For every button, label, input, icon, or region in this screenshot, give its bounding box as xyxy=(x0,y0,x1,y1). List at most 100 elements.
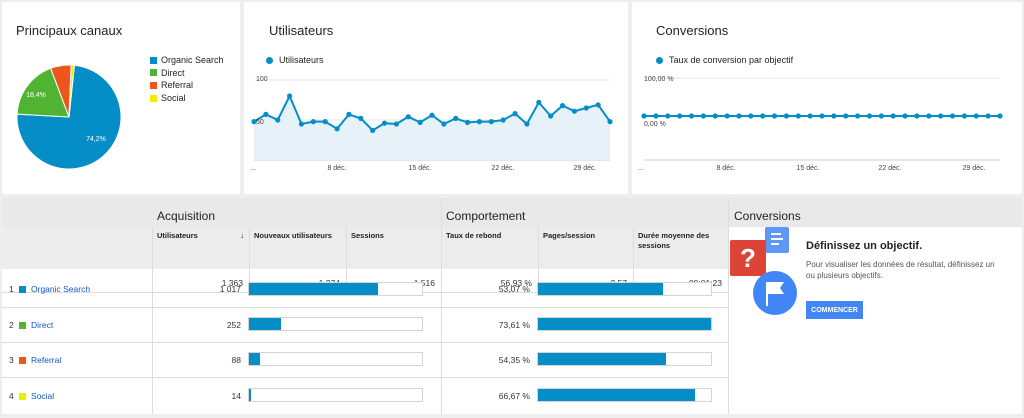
row-link-referral[interactable]: Referral xyxy=(31,355,62,365)
table-row: 3 Referral xyxy=(9,355,61,365)
data-point[interactable] xyxy=(358,115,364,121)
colhead-nouveaux[interactable]: Nouveaux utilisateurs xyxy=(249,227,346,269)
colhead-pages[interactable]: Pages/session xyxy=(538,227,633,269)
data-point[interactable] xyxy=(429,112,435,118)
data-point[interactable] xyxy=(334,126,340,132)
data-point[interactable] xyxy=(795,113,801,119)
data-point[interactable] xyxy=(736,113,742,119)
x-tick-label: 8 déc. xyxy=(327,165,346,172)
data-point[interactable] xyxy=(807,113,813,119)
data-point[interactable] xyxy=(346,111,352,117)
data-point[interactable] xyxy=(866,113,873,119)
channels-table: Acquisition Comportement Conversions Uti… xyxy=(2,198,1022,414)
x-tick-label: ... xyxy=(250,165,256,172)
users-line-chart[interactable]: ... 8 déc. 15 déc. 22 déc. 29 déc. 100 50 xyxy=(244,2,628,194)
data-point[interactable] xyxy=(263,111,269,117)
colhead-duree[interactable]: Durée moyenne des sessions xyxy=(633,227,728,269)
data-point[interactable] xyxy=(524,121,530,127)
row-swatch xyxy=(19,356,26,364)
row-link-direct[interactable]: Direct xyxy=(31,320,54,330)
data-point[interactable] xyxy=(595,102,601,108)
data-point[interactable] xyxy=(771,113,778,119)
data-point[interactable] xyxy=(536,99,542,105)
data-point[interactable] xyxy=(843,113,849,119)
data-point[interactable] xyxy=(512,111,518,117)
sort-down-icon[interactable]: ↓ xyxy=(240,231,244,240)
data-point[interactable] xyxy=(322,119,328,125)
data-point[interactable] xyxy=(665,113,671,119)
line-icon xyxy=(771,243,779,245)
data-point[interactable] xyxy=(417,119,423,125)
data-point[interactable] xyxy=(287,93,293,99)
data-point[interactable] xyxy=(712,113,718,119)
legend-item-direct[interactable]: Direct xyxy=(150,67,224,80)
bar-fill xyxy=(249,353,261,365)
data-point[interactable] xyxy=(405,114,411,120)
data-point[interactable] xyxy=(465,119,471,125)
data-point[interactable] xyxy=(559,103,566,109)
data-point[interactable] xyxy=(583,105,589,111)
data-point[interactable] xyxy=(275,117,281,123)
group-acquisition: Acquisition xyxy=(152,198,441,227)
data-point[interactable] xyxy=(878,113,884,119)
row-link-social[interactable]: Social xyxy=(31,391,55,401)
colhead-utilisateurs[interactable]: Utilisateurs ↓ xyxy=(152,227,249,269)
data-point[interactable] xyxy=(914,113,920,119)
data-point[interactable] xyxy=(902,113,908,119)
pie-slice-direct[interactable] xyxy=(16,67,70,118)
data-point[interactable] xyxy=(548,113,554,119)
data-point[interactable] xyxy=(890,113,896,119)
data-point[interactable] xyxy=(393,121,399,127)
legend-label: Social xyxy=(161,93,186,104)
data-point[interactable] xyxy=(453,115,459,121)
legend-item-social[interactable]: Social xyxy=(150,92,224,105)
legend-item-organic[interactable]: Organic Search xyxy=(150,54,224,67)
data-point[interactable] xyxy=(700,113,706,119)
data-point[interactable] xyxy=(748,113,754,119)
data-point[interactable] xyxy=(760,113,766,119)
line-icon xyxy=(771,238,783,240)
data-point[interactable] xyxy=(441,121,447,127)
data-point[interactable] xyxy=(653,113,659,119)
data-point[interactable] xyxy=(949,113,956,119)
data-point[interactable] xyxy=(370,127,376,133)
divider xyxy=(441,198,442,414)
data-point[interactable] xyxy=(310,119,316,125)
data-point[interactable] xyxy=(783,113,789,119)
conversions-line-chart[interactable]: ... 8 déc. 15 déc. 22 déc. 29 déc. 100,00 % 0,… xyxy=(632,2,1022,194)
data-point[interactable] xyxy=(251,119,257,125)
data-point[interactable] xyxy=(500,117,506,123)
users-share-bar xyxy=(248,388,423,402)
data-point[interactable] xyxy=(855,113,861,119)
data-point[interactable] xyxy=(926,113,932,119)
data-point[interactable] xyxy=(724,113,730,119)
data-point[interactable] xyxy=(819,113,825,119)
legend-item-referral[interactable]: Referral xyxy=(150,79,224,92)
data-point[interactable] xyxy=(938,113,944,119)
row-link-organic-search[interactable]: Organic Search xyxy=(31,284,91,294)
conversions-chart-legend: Taux de conversion par objectif xyxy=(656,55,793,65)
data-point[interactable] xyxy=(476,119,483,125)
x-tick-label: ... xyxy=(638,165,644,172)
data-point[interactable] xyxy=(973,113,979,119)
data-point[interactable] xyxy=(677,113,683,119)
data-point[interactable] xyxy=(488,119,494,125)
pie-slice-social[interactable] xyxy=(68,64,75,118)
data-point[interactable] xyxy=(961,113,967,119)
start-button[interactable]: COMMENCER xyxy=(806,301,863,319)
colhead-sessions[interactable]: Sessions xyxy=(346,227,441,269)
bounce-rate-bar xyxy=(537,282,712,296)
data-point[interactable] xyxy=(831,113,837,119)
data-point[interactable] xyxy=(641,113,647,119)
group-conversions: Conversions xyxy=(728,198,1022,227)
colhead-rebond[interactable]: Taux de rebond xyxy=(441,227,538,269)
data-point[interactable] xyxy=(298,121,305,127)
data-point[interactable] xyxy=(571,108,577,114)
data-point[interactable] xyxy=(688,113,695,119)
data-point[interactable] xyxy=(985,113,991,119)
data-point[interactable] xyxy=(607,119,613,125)
data-point[interactable] xyxy=(381,120,388,126)
x-tick-label: 15 déc. xyxy=(409,165,432,172)
data-point[interactable] xyxy=(997,113,1003,119)
users-share-bar xyxy=(248,317,423,331)
